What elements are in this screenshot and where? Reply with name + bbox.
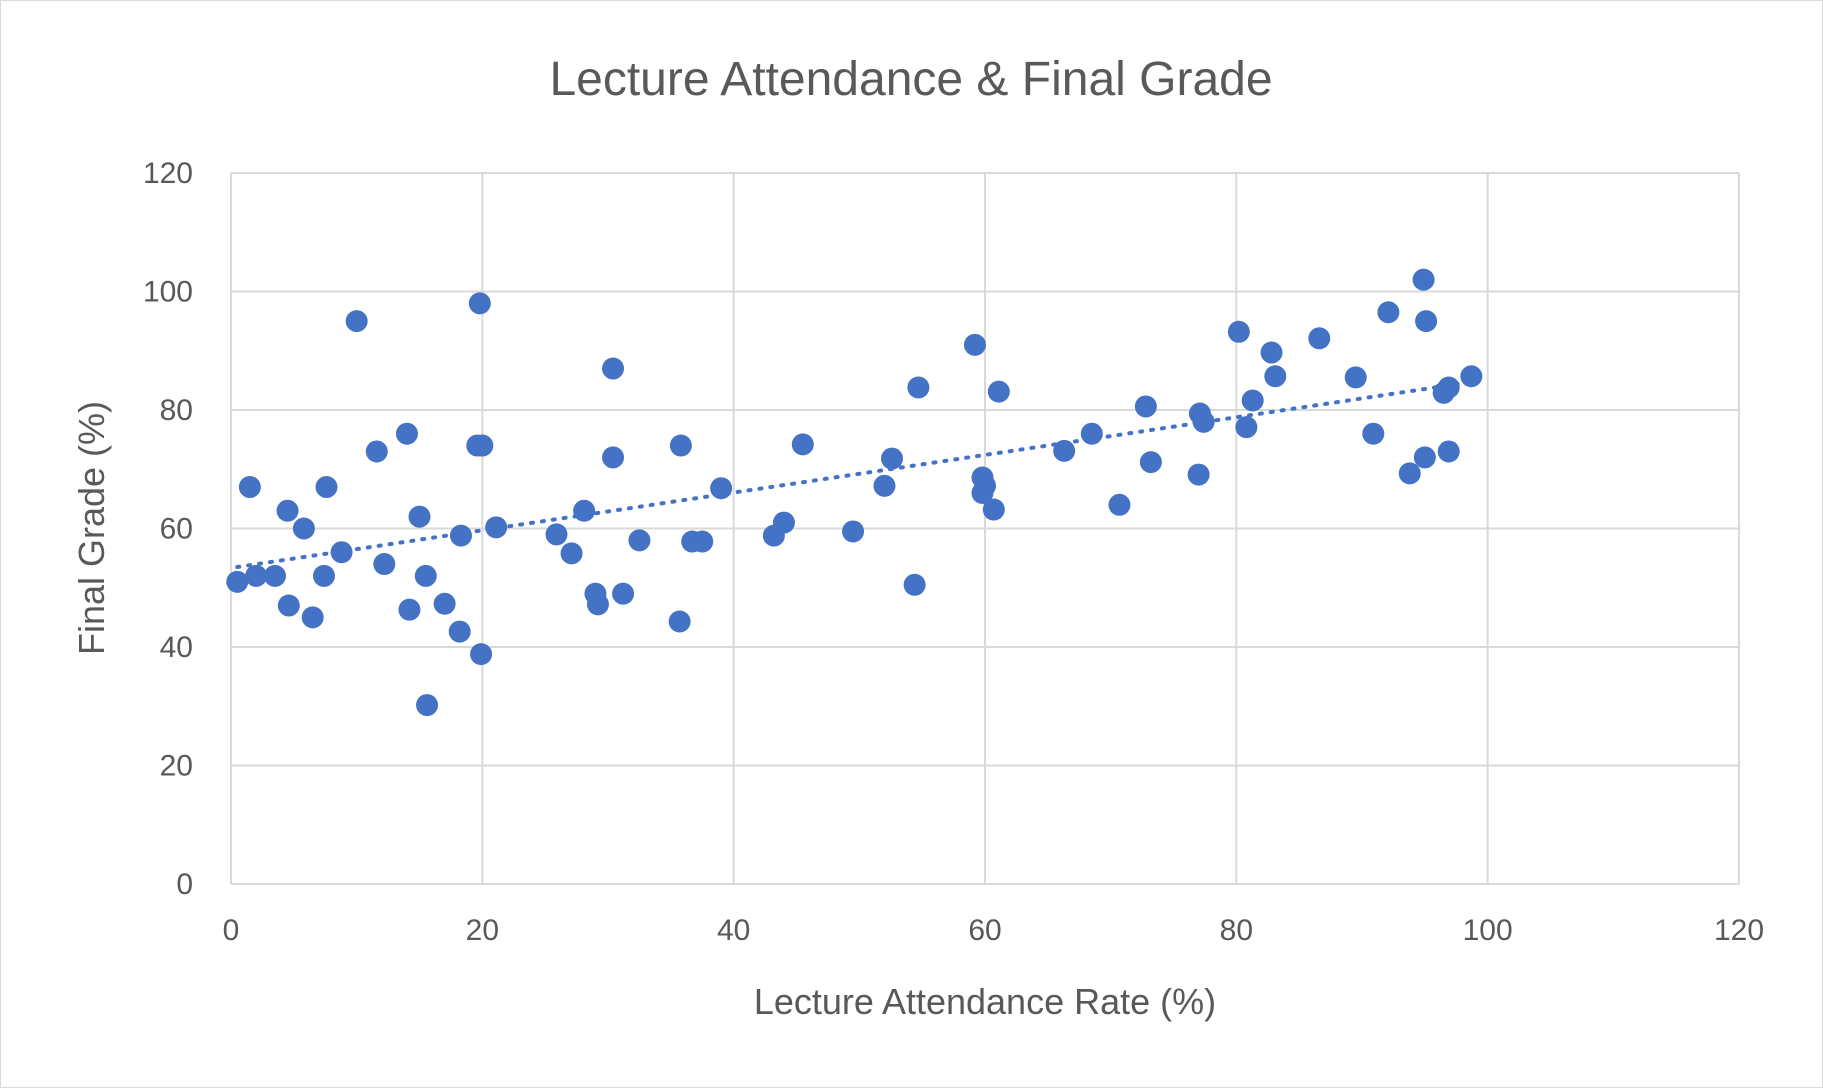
data-point [485,516,508,539]
data-point [971,481,994,504]
data-point [1412,268,1435,291]
data-point [312,564,335,587]
x-tick-label: 100 [1463,914,1513,947]
data-point [1415,310,1438,333]
data-point [1192,410,1215,433]
data-point [710,477,733,500]
data-point [1053,439,1076,462]
data-point [1187,463,1210,486]
data-point [791,433,814,456]
data-point [471,434,494,457]
data-point [963,333,986,356]
data-point [276,499,299,522]
x-tick-label: 80 [1220,914,1253,947]
data-point [1308,327,1331,350]
data-point [628,529,651,552]
data-point [1235,416,1258,439]
data-point [1241,389,1264,412]
x-tick-label: 0 [223,914,240,947]
data-point [602,446,625,469]
trendline-layer [235,381,1465,570]
data-point [433,592,456,615]
data-point [277,594,300,617]
data-point [1264,365,1287,388]
data-point [669,434,692,457]
data-point [373,553,396,576]
x-tick-label: 40 [717,914,750,947]
data-point [330,541,353,564]
data-point [873,474,896,497]
data-point [365,440,388,463]
data-point [226,570,249,593]
data-point [449,524,472,547]
data-point [408,505,431,528]
data-point [1227,320,1250,343]
data-point [612,582,635,605]
y-tick-label: 80 [160,394,193,427]
x-axis-title: Lecture Attendance Rate (%) [754,981,1216,1022]
data-point [315,476,338,499]
data-point [301,606,324,629]
data-point [1108,493,1131,516]
x-tick-label: 20 [466,914,499,947]
data-point [1260,341,1283,364]
data-point [448,620,471,643]
data-point [1134,395,1157,418]
data-points [226,268,1483,717]
y-tick-label: 120 [143,157,193,190]
data-point [772,511,795,534]
y-tick-label: 100 [143,276,193,309]
x-tick-label: 120 [1714,914,1764,947]
trendline [235,381,1465,570]
data-point [545,523,568,546]
data-point [1344,366,1367,389]
data-point [602,357,625,380]
data-point [982,498,1005,521]
data-point [1413,446,1436,469]
data-point [842,520,865,543]
data-point [1139,451,1162,474]
data-point [395,422,418,445]
data-point [560,542,583,565]
chart-title: Lecture Attendance & Final Grade [549,53,1272,106]
data-point [668,610,691,633]
data-point [1377,301,1400,324]
data-point [245,564,268,587]
y-tick-label: 60 [160,513,193,546]
data-point [1398,462,1421,485]
x-tick-label: 60 [968,914,1001,947]
data-point [468,292,491,315]
data-point [263,564,286,587]
data-point [398,598,421,621]
data-point [1437,376,1460,399]
data-point [586,593,609,616]
data-point [414,564,437,587]
data-point [416,694,439,717]
data-point [470,643,493,666]
data-point [1080,422,1103,445]
data-point [903,573,926,596]
y-axis-title: Final Grade (%) [71,401,112,655]
data-point [292,517,315,540]
data-point [345,310,368,333]
y-tick-label: 20 [160,750,193,783]
data-point [691,530,714,553]
data-point [573,499,596,522]
data-point [1460,365,1483,388]
data-point [1362,422,1385,445]
data-point [907,376,930,399]
tick-labels: 0 20 40 60 80 100 120 0 20 40 60 80 100 120 [143,157,1764,947]
data-point [987,380,1010,403]
data-point [1437,440,1460,463]
y-tick-label: 40 [160,631,193,664]
data-point [881,447,904,470]
y-tick-label: 0 [176,868,193,901]
data-point [238,476,261,499]
